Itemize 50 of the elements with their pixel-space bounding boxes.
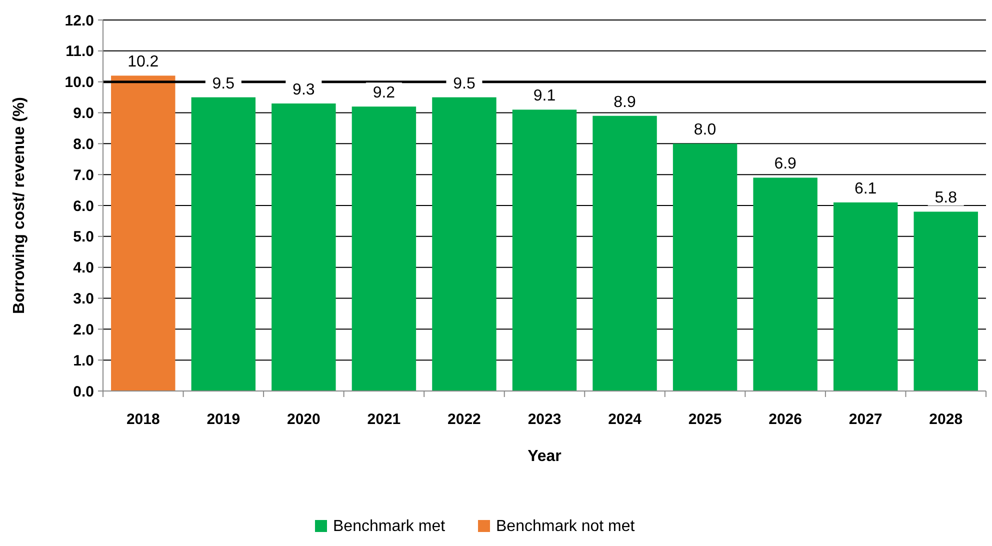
x-tick-label: 2025 bbox=[688, 411, 722, 428]
bar bbox=[111, 76, 176, 391]
x-tick-label: 2018 bbox=[126, 411, 160, 428]
x-tick-label: 2024 bbox=[608, 411, 642, 428]
bar bbox=[191, 97, 256, 391]
y-tick-label: 6.0 bbox=[73, 198, 94, 215]
legend-label: Benchmark not met bbox=[496, 518, 636, 535]
bar bbox=[914, 212, 978, 391]
bar bbox=[272, 103, 336, 391]
x-tick-label: 2028 bbox=[929, 411, 963, 428]
x-axis-title: Year bbox=[528, 448, 562, 465]
x-tick-label: 2027 bbox=[848, 411, 882, 428]
y-tick-label: 1.0 bbox=[73, 352, 94, 370]
data-label: 10.2 bbox=[128, 54, 159, 71]
data-label: 8.0 bbox=[694, 122, 716, 139]
data-label: 9.3 bbox=[292, 81, 315, 98]
data-label: 8.9 bbox=[614, 94, 636, 111]
y-tick-label: 7.0 bbox=[73, 166, 94, 184]
y-tick-label: 3.0 bbox=[73, 290, 94, 308]
legend-label: Benchmark met bbox=[333, 518, 446, 535]
y-tick-label: 4.0 bbox=[73, 260, 94, 277]
y-tick-label: 2.0 bbox=[73, 321, 94, 338]
x-tick-label: 2021 bbox=[367, 411, 401, 428]
y-tick-label: 8.0 bbox=[73, 136, 94, 153]
data-label: 6.9 bbox=[774, 156, 797, 173]
bar bbox=[592, 116, 657, 391]
bar bbox=[352, 106, 416, 391]
data-label: 9.5 bbox=[212, 75, 235, 92]
bar bbox=[512, 110, 577, 391]
x-tick-label: 2022 bbox=[448, 411, 481, 428]
y-tick-label: 9.0 bbox=[73, 105, 94, 122]
bar bbox=[672, 144, 738, 391]
y-tick-label: 0.0 bbox=[73, 383, 94, 400]
data-label: 9.5 bbox=[453, 75, 476, 92]
bar bbox=[432, 97, 496, 391]
x-tick-label: 2019 bbox=[206, 411, 240, 428]
data-label: 6.1 bbox=[854, 180, 877, 198]
bar bbox=[833, 202, 898, 391]
bar bbox=[753, 178, 818, 391]
y-tick-label: 5.0 bbox=[73, 228, 94, 246]
x-tick-label: 2023 bbox=[528, 411, 562, 428]
x-tick-label: 2026 bbox=[768, 411, 802, 428]
data-label: 9.1 bbox=[533, 88, 556, 105]
y-tick-label: 10.0 bbox=[64, 74, 94, 92]
x-tick-label: 2020 bbox=[286, 411, 320, 428]
y-tick-label: 11.0 bbox=[66, 43, 94, 60]
y-tick-label: 12.0 bbox=[64, 12, 94, 30]
data-label: 9.2 bbox=[372, 84, 396, 102]
y-axis-title: Borrowing cost/ revenue (%) bbox=[11, 97, 28, 314]
data-label: 5.8 bbox=[934, 190, 958, 207]
